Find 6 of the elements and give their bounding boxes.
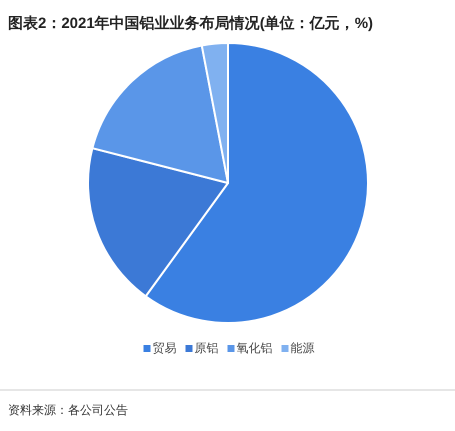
chart-title: 图表2：2021年中国铝业业务布局情况(单位：亿元，%) [8, 15, 374, 32]
legend-label: 原铝 [194, 341, 218, 355]
legend-label: 氧化铝 [236, 341, 272, 355]
text: 资料来源：各公司公告 [8, 403, 128, 417]
legend-label: 贸易 [152, 341, 176, 355]
legend-label: 能源 [290, 341, 314, 355]
